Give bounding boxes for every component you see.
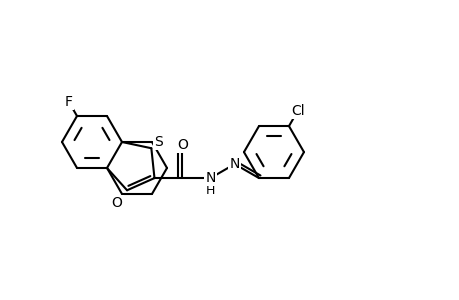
Text: O: O — [112, 196, 122, 210]
Text: F: F — [65, 95, 73, 109]
Text: S: S — [154, 134, 163, 148]
Text: H: H — [205, 184, 215, 196]
Text: N: N — [205, 171, 215, 185]
Text: N: N — [229, 157, 240, 171]
Text: Cl: Cl — [291, 103, 304, 118]
Text: O: O — [177, 138, 188, 152]
